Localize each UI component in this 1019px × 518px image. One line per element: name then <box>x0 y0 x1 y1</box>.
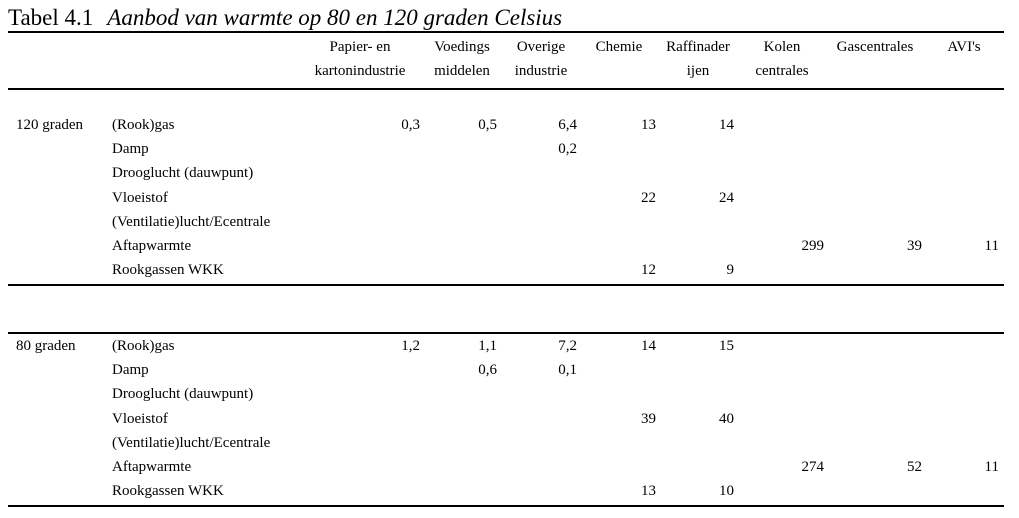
value-cell-raffinaderijen: 40 <box>719 410 734 427</box>
value-cell-kolencentrales: 274 <box>801 459 825 475</box>
value-cell-kolencentrales: 299 <box>801 238 825 254</box>
row-label: Aftapwarmte <box>112 459 192 475</box>
value-cell-avis: 11 <box>984 459 999 475</box>
row-label: (Ventilatie)lucht/Ecentrale <box>112 213 271 230</box>
col-header-gascentrales: Gascentrales <box>836 39 914 55</box>
row-label: Vloeistof <box>112 189 168 206</box>
value-cell-voedings: 0,5 <box>478 117 497 133</box>
col-header-voedings: Voedings middelen <box>434 39 490 79</box>
col-header-chemie: Chemie <box>595 39 643 55</box>
row-label: Rookgassen WKK <box>112 483 224 500</box>
top-rule <box>8 31 1004 33</box>
value-cell-chemie: 39 <box>641 410 656 427</box>
value-cell-overige: 0,1 <box>558 362 577 379</box>
col-header-papier: Papier- en kartonindustrie <box>314 39 406 79</box>
value-cell-raffinaderijen: 24 <box>719 189 734 206</box>
row-label: Damp <box>112 362 149 379</box>
row-label: (Rook)gas <box>112 117 175 133</box>
value-cell-overige: 0,2 <box>558 141 577 158</box>
value-cell-chemie: 13 <box>641 117 656 133</box>
value-cell-raffinaderijen: 15 <box>719 338 734 354</box>
value-cell-overige: 6,4 <box>558 117 577 133</box>
row-label: Aftapwarmte <box>112 238 192 254</box>
row-label: Drooglucht (dauwpunt) <box>112 165 254 182</box>
table-number: Tabel 4.1 <box>8 5 94 30</box>
value-cell-chemie: 14 <box>641 338 656 354</box>
col-header-raffinaderijen: Raffinader ijen <box>666 39 730 79</box>
value-cell-voedings: 0,6 <box>478 362 497 379</box>
row-label: Rookgassen WKK <box>112 262 224 279</box>
col-header-overige: Overige industrie <box>514 39 568 79</box>
row-label: Drooglucht (dauwpunt) <box>112 386 254 403</box>
table-title: Aanbod van warmte op 80 en 120 graden Ce… <box>107 5 563 30</box>
row-label: (Ventilatie)lucht/Ecentrale <box>112 434 271 451</box>
value-cell-chemie: 22 <box>641 189 656 206</box>
value-cell-raffinaderijen: 14 <box>719 117 734 133</box>
value-cell-voedings: 1,1 <box>478 338 497 354</box>
value-cell-papier: 0,3 <box>401 117 420 133</box>
col-header-avis: AVI's <box>947 39 981 55</box>
bottom-rule <box>8 505 1004 507</box>
row-label: Damp <box>112 141 149 158</box>
section-label: 120 graden <box>16 117 84 133</box>
value-cell-gascentrales: 52 <box>907 459 922 475</box>
section-rule-2-top <box>8 332 1004 334</box>
section-rule-1-bottom <box>8 284 1004 286</box>
value-cell-chemie: 13 <box>641 483 656 500</box>
value-cell-raffinaderijen: 9 <box>726 262 735 279</box>
section-label: 80 graden <box>16 338 76 354</box>
row-label: (Rook)gas <box>112 338 175 354</box>
value-cell-avis: 11 <box>984 238 999 254</box>
value-cell-papier: 1,2 <box>401 338 420 354</box>
table-caption: Tabel 4.1 Aanbod van warmte op 80 en 120 … <box>8 6 562 29</box>
value-cell-gascentrales: 39 <box>907 238 922 254</box>
header-rule <box>8 88 1004 90</box>
col-header-kolencentrales: Kolen centrales <box>755 39 809 79</box>
row-label: Vloeistof <box>112 410 168 427</box>
value-cell-overige: 7,2 <box>558 338 577 354</box>
value-cell-raffinaderijen: 10 <box>719 483 734 500</box>
value-cell-chemie: 12 <box>641 262 656 279</box>
